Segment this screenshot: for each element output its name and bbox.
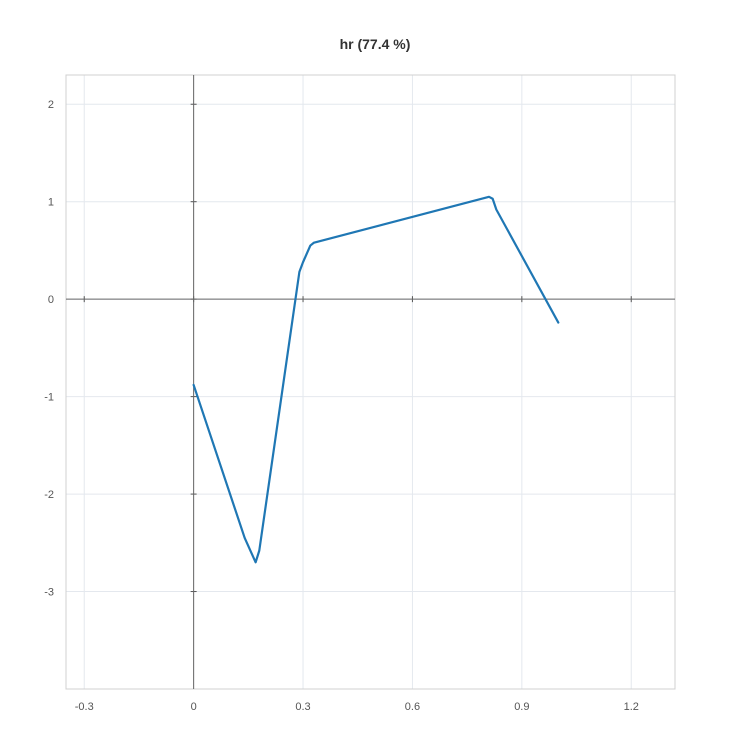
y-tick-label: 0 <box>48 294 54 306</box>
series-line <box>192 195 560 564</box>
tick-labels: -0.3 0 0.3 0.6 0.9 1.2 2 1 0 -1 -2 -3 <box>44 99 639 713</box>
x-tick-label: 0.9 <box>514 701 529 713</box>
x-tick-label: 0 <box>191 701 197 713</box>
plot-frame <box>65 74 676 690</box>
grid-lines <box>66 75 675 689</box>
y-tick-label: 2 <box>48 99 54 111</box>
x-tick-label: 0.6 <box>405 701 420 713</box>
x-tick-label: 1.2 <box>624 701 639 713</box>
y-tick-label: -1 <box>44 392 54 404</box>
series-layer <box>192 195 560 564</box>
y-tick-label: 1 <box>48 197 54 209</box>
x-tick-label: 0.3 <box>295 701 310 713</box>
y-tick-label: -2 <box>44 489 54 501</box>
chart-title: hr (77.4 %) <box>339 36 411 52</box>
y-tick-label: -3 <box>44 587 54 599</box>
x-tick-label: -0.3 <box>75 701 94 713</box>
axes <box>66 75 675 689</box>
